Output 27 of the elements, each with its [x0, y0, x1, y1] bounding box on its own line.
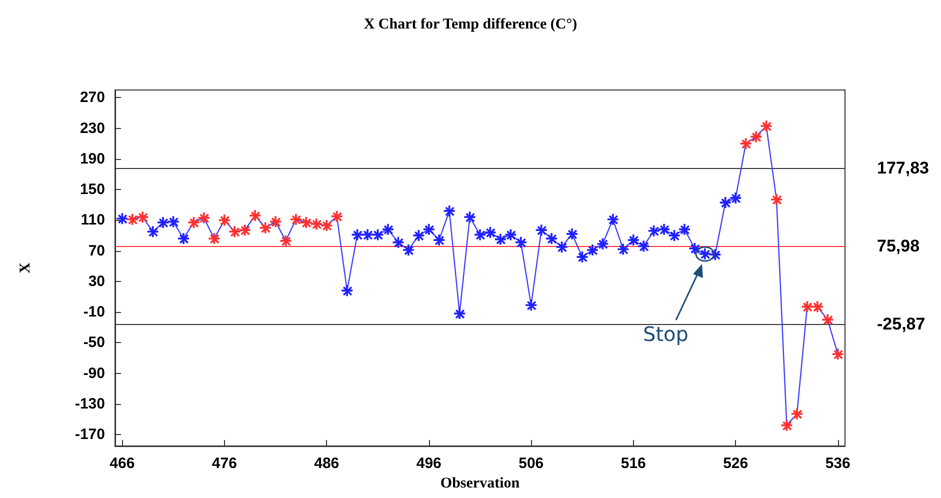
chart-title: X Chart for Temp difference (C°) — [364, 16, 578, 32]
y-tick-label: -90 — [83, 364, 105, 382]
y-tick-label: 150 — [80, 181, 105, 198]
y-tick-label: 190 — [80, 150, 105, 168]
y-axis-title: X — [18, 262, 34, 274]
y-tick-label: 270 — [80, 89, 105, 106]
y-tick-label: -170 — [74, 426, 105, 444]
ref-line-label: 177,83 — [877, 158, 929, 178]
y-tick-label: 110 — [80, 212, 105, 229]
annotation: Stop — [643, 322, 688, 346]
x-tick-label: 516 — [620, 455, 646, 472]
y-tick-label: -50 — [83, 334, 105, 352]
x-axis-title: Observation — [440, 476, 520, 492]
ref-line-label: -25,87 — [877, 314, 926, 334]
y-tick-label: -130 — [74, 395, 105, 412]
x-tick-label: 496 — [416, 455, 442, 472]
x-tick-label: 506 — [518, 455, 544, 472]
y-tick-label: 70 — [88, 242, 105, 260]
x-tick-label: 536 — [825, 455, 850, 472]
y-tick-label: 230 — [80, 120, 105, 137]
x-tick-label: 526 — [723, 455, 748, 472]
x-tick-label: 476 — [212, 455, 237, 472]
y-tick-label: 30 — [88, 272, 105, 290]
ref-line-label: 75,98 — [877, 236, 920, 256]
y-tick-label: -10 — [83, 304, 105, 321]
x-tick-label: 486 — [314, 455, 340, 472]
x-tick-label: 466 — [110, 455, 135, 472]
